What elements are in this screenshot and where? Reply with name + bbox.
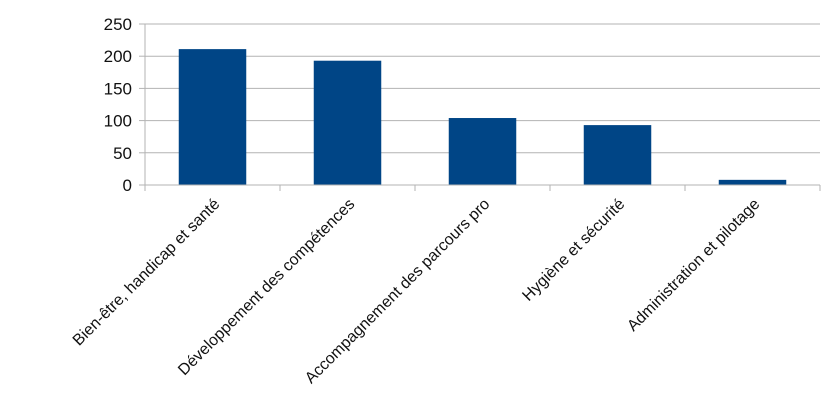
y-tick-label: 250 — [104, 15, 132, 34]
x-category-label: Bien-être, handicap et santé — [70, 196, 224, 350]
y-tick-label: 0 — [123, 176, 132, 195]
bar — [448, 118, 517, 185]
y-tick-label: 100 — [104, 112, 132, 131]
bars — [178, 49, 787, 186]
y-tick-label: 50 — [113, 144, 132, 163]
bar — [583, 125, 652, 185]
bar — [178, 49, 247, 186]
bar — [313, 60, 382, 185]
bar — [718, 179, 787, 185]
y-tick-label: 150 — [104, 79, 132, 98]
labels: 0 50 100 150 200 250 Bien-être, handicap et sa… — [70, 15, 764, 387]
x-category-label: Administration et pilotage — [624, 196, 763, 335]
axes — [139, 23, 821, 191]
x-category-label: Hygiène et sécurité — [519, 196, 628, 305]
gridlines — [145, 23, 820, 154]
y-tick-label: 200 — [104, 47, 132, 66]
